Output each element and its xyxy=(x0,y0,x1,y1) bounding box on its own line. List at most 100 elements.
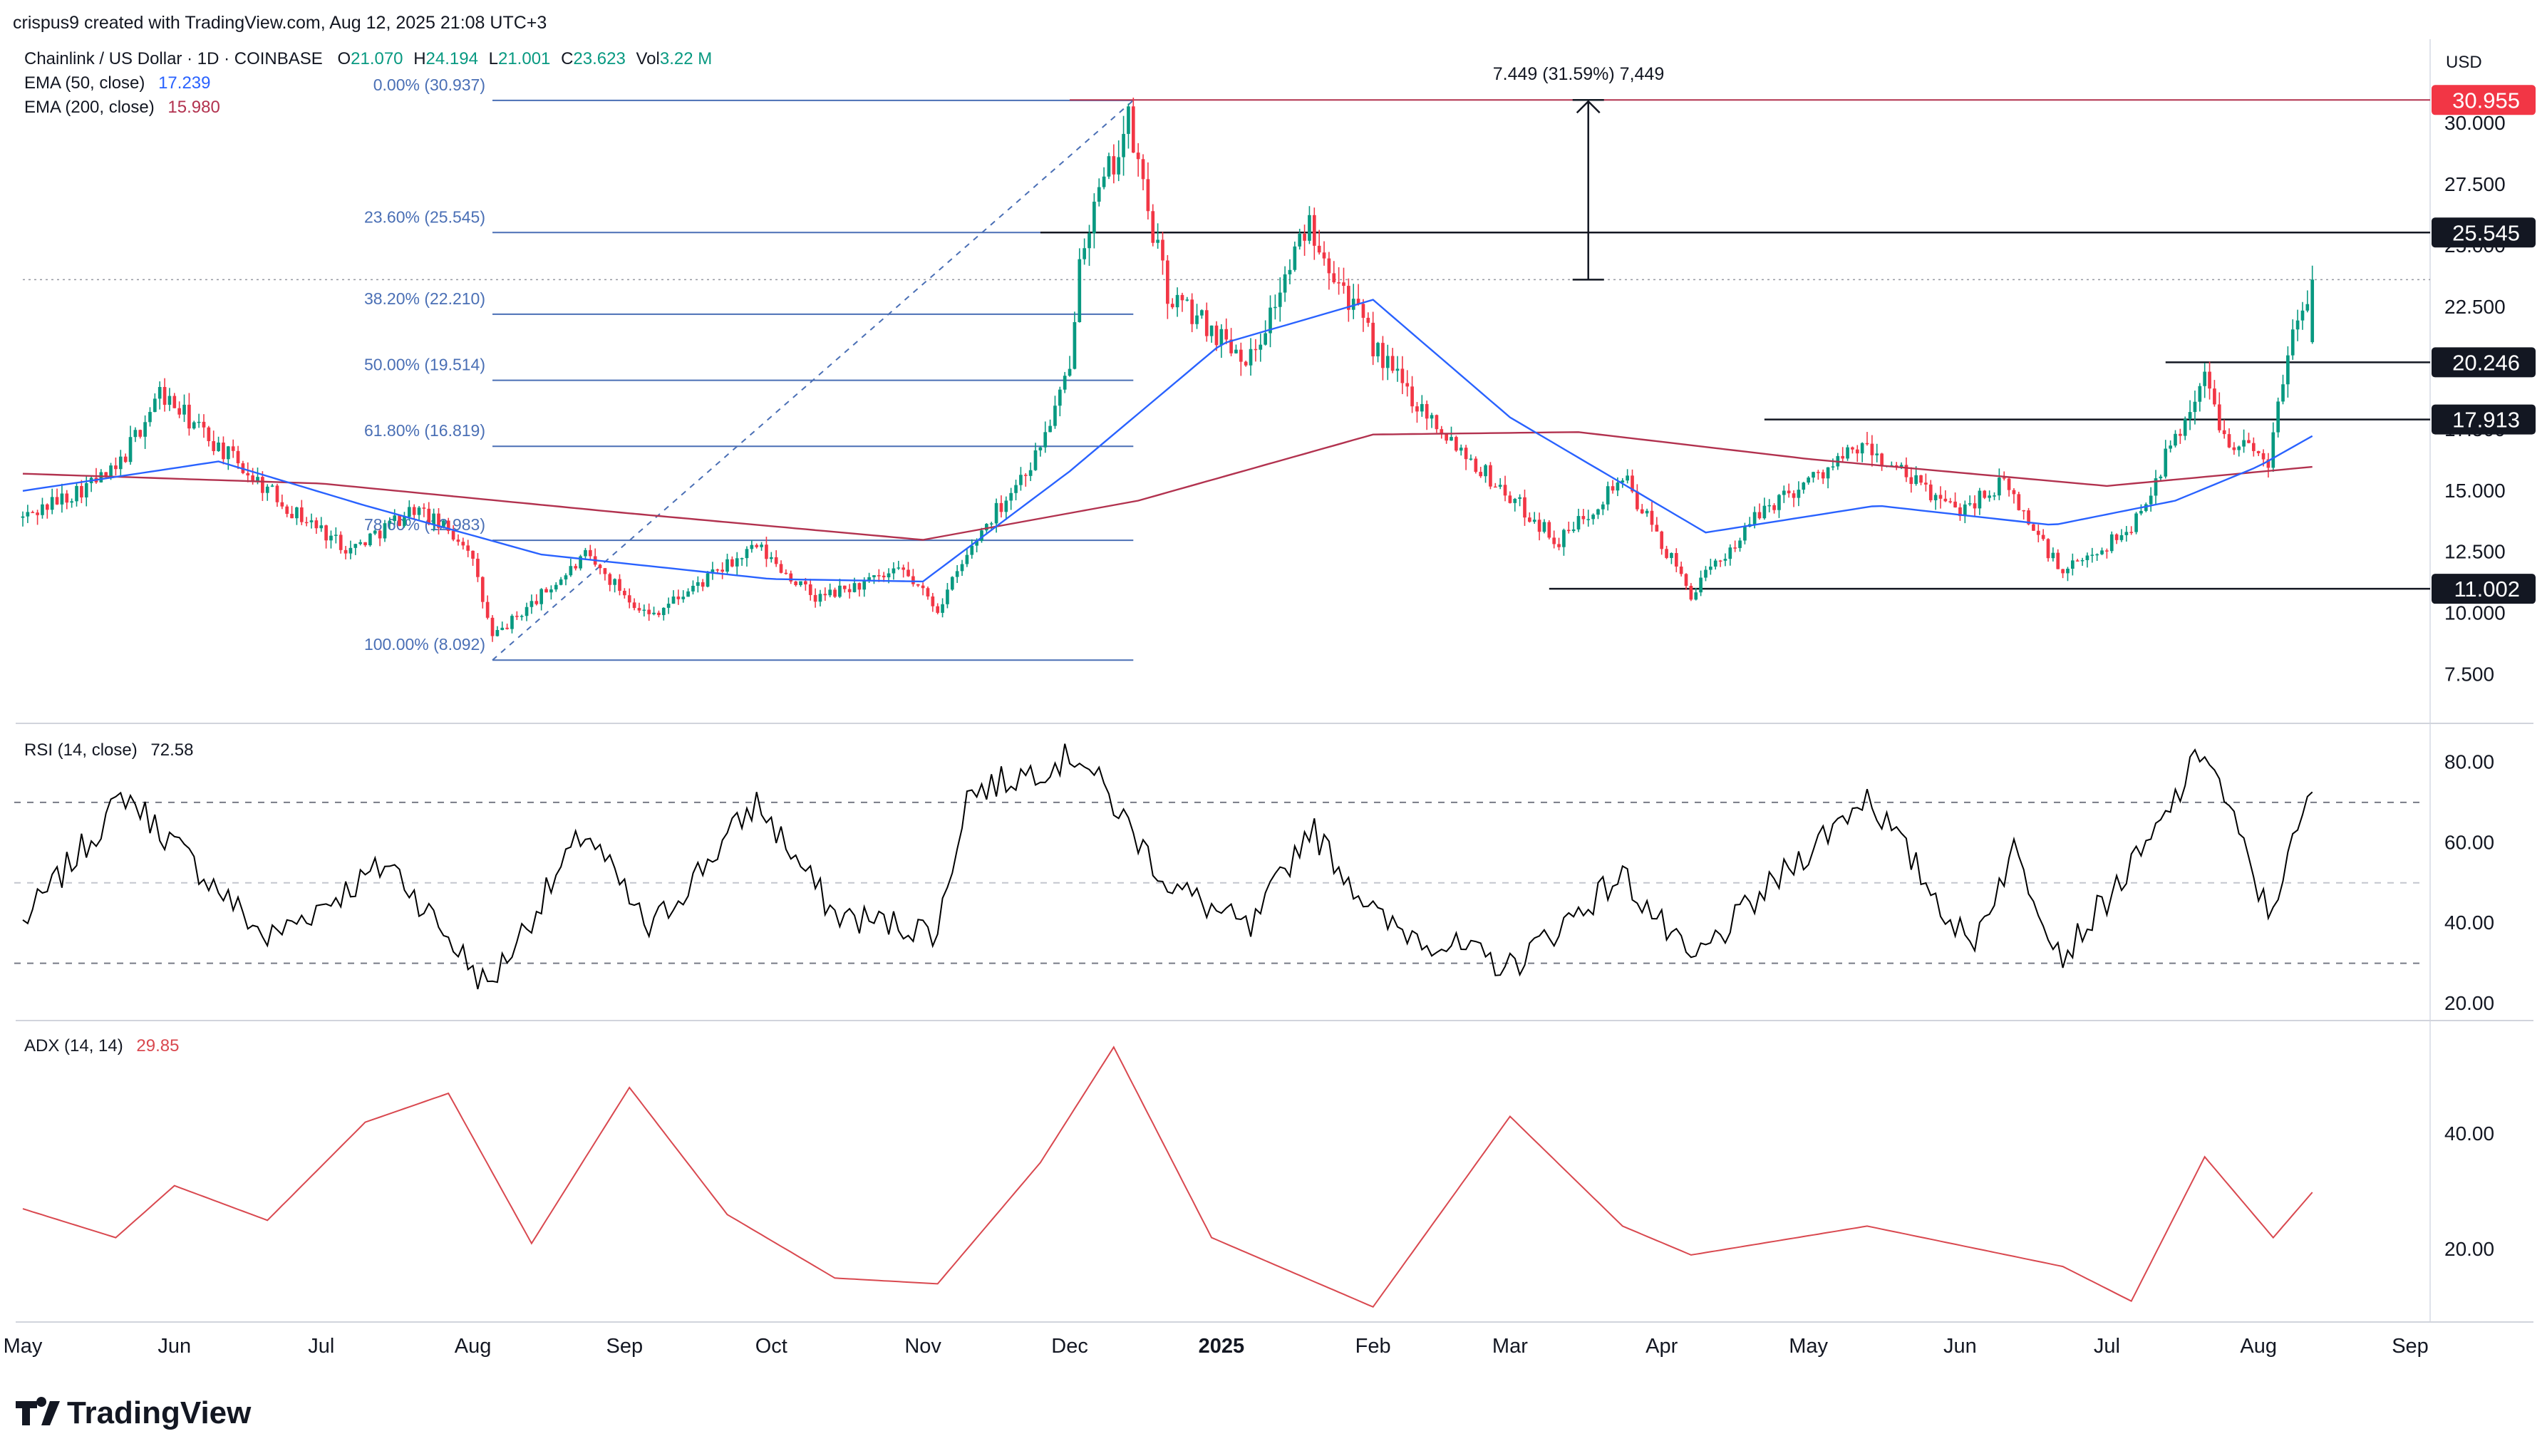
candle-body xyxy=(613,579,616,585)
candle-body xyxy=(2061,569,2065,574)
candle-body xyxy=(1175,294,1179,308)
ohlc-h-key: H xyxy=(413,49,425,68)
fibonacci-retracement[interactable]: 0.00% (30.937) 23.60% (25.545) 38.20% (22.… xyxy=(364,76,1134,661)
candle-body xyxy=(1772,505,1776,510)
candle-body xyxy=(2295,320,2300,330)
candle-body xyxy=(1523,497,1526,518)
candle-body xyxy=(383,523,387,539)
candle-body xyxy=(1752,512,1757,525)
candle-body xyxy=(1390,356,1395,371)
candle-body xyxy=(295,507,299,519)
candle-body xyxy=(901,567,905,570)
candle-body xyxy=(319,525,324,529)
candle-body xyxy=(480,577,485,602)
candle-body xyxy=(916,584,920,586)
time-axis-tick: 2025 xyxy=(1199,1335,1245,1358)
candle-body xyxy=(1787,490,1791,494)
ohlc-o-key: O xyxy=(337,49,351,68)
ema200-legend: EMA (200, close) 15.980 xyxy=(24,98,220,117)
candle-body xyxy=(1298,233,1302,247)
ema50-value: 17.239 xyxy=(158,73,210,93)
measure-tool[interactable]: 7.449 (31.59%) 7,449 xyxy=(1493,64,1664,281)
candle-body xyxy=(403,517,406,526)
price-axis-tick: 12.500 xyxy=(2444,541,2506,563)
candle-body xyxy=(1670,553,1673,558)
candle-body xyxy=(735,558,739,567)
tradingview-logo[interactable]: TradingView xyxy=(16,1395,252,1430)
adx-legend: ADX (14, 14) 29.85 xyxy=(24,1036,179,1055)
candle-body xyxy=(740,558,744,559)
candle-body xyxy=(2256,450,2261,453)
ema50-label: EMA (50, close) xyxy=(24,73,145,93)
candle-body xyxy=(2075,560,2080,562)
candle-body xyxy=(393,515,397,521)
time-axis-tick: Apr xyxy=(1646,1335,1678,1358)
candle-body xyxy=(1899,465,1903,468)
candle-body xyxy=(41,504,44,515)
candle-body xyxy=(148,412,152,423)
candle-body xyxy=(1283,274,1287,293)
candle-body xyxy=(1518,497,1522,499)
candle-body xyxy=(1430,415,1434,419)
candle-body xyxy=(1601,504,1605,510)
candle-body xyxy=(1278,292,1282,307)
rsi-label: RSI (14, close) xyxy=(24,740,138,760)
ohlc-o-value: 21.070 xyxy=(351,49,403,68)
candle-body xyxy=(1650,510,1654,525)
candle-body xyxy=(202,421,206,428)
candle-body xyxy=(2169,445,2172,449)
fib-level-label: 50.00% (19.514) xyxy=(364,356,485,374)
time-axis[interactable]: May Jun Jul Aug Sep Oct Nov Dec 2025 Feb Mar Apr May… xyxy=(4,1335,2429,1358)
candle-body xyxy=(1621,480,1625,483)
candle-body xyxy=(2164,448,2168,477)
candle-body xyxy=(1513,498,1517,503)
candle-body xyxy=(343,549,348,554)
candle-body xyxy=(833,589,837,597)
candle-body xyxy=(1337,282,1340,284)
candle-body xyxy=(1571,529,1576,532)
candle-body xyxy=(70,501,73,503)
candle-body xyxy=(50,497,54,510)
candle-body xyxy=(2305,304,2310,311)
candle-body xyxy=(2149,495,2153,505)
candle-body xyxy=(1508,495,1512,503)
candle-body xyxy=(696,582,700,586)
candle-body xyxy=(1166,260,1169,304)
candle-body xyxy=(637,608,641,611)
candle-body xyxy=(339,535,343,550)
candle-body xyxy=(1083,248,1086,259)
candle-body xyxy=(847,589,852,592)
candle-body xyxy=(1851,447,1854,450)
candle-body xyxy=(2139,510,2143,514)
adx-axis-tick: 40.00 xyxy=(2444,1122,2494,1145)
candle-body xyxy=(598,564,602,569)
candle-body xyxy=(236,450,240,464)
candle-body xyxy=(363,542,367,546)
candle-body xyxy=(1636,491,1639,510)
adx-value: 29.85 xyxy=(136,1036,179,1055)
candle-body xyxy=(334,535,338,536)
candle-body xyxy=(1234,349,1238,353)
candle-body xyxy=(1846,447,1849,459)
candle-body xyxy=(427,508,431,525)
candle-body xyxy=(676,597,681,599)
candle-body xyxy=(1728,547,1732,559)
candle-body xyxy=(123,456,128,463)
candle-body xyxy=(2232,447,2236,450)
candle-body xyxy=(1117,157,1121,175)
candle-body xyxy=(2213,388,2216,405)
rsi-panel: 80.00 60.00 40.00 20.00 xyxy=(14,743,2494,1014)
candle-body xyxy=(730,559,734,567)
candle-body xyxy=(1405,383,1410,387)
measure-arrow-head xyxy=(1576,100,1601,114)
candle-body xyxy=(1435,415,1439,430)
candle-body xyxy=(104,472,108,477)
candle-body xyxy=(1928,484,1933,500)
candle-body xyxy=(304,522,309,524)
candle-body xyxy=(681,597,686,599)
candle-body xyxy=(2261,453,2266,460)
candle-body xyxy=(1684,574,1688,586)
candle-body xyxy=(2310,279,2315,343)
candle-body xyxy=(177,408,182,415)
